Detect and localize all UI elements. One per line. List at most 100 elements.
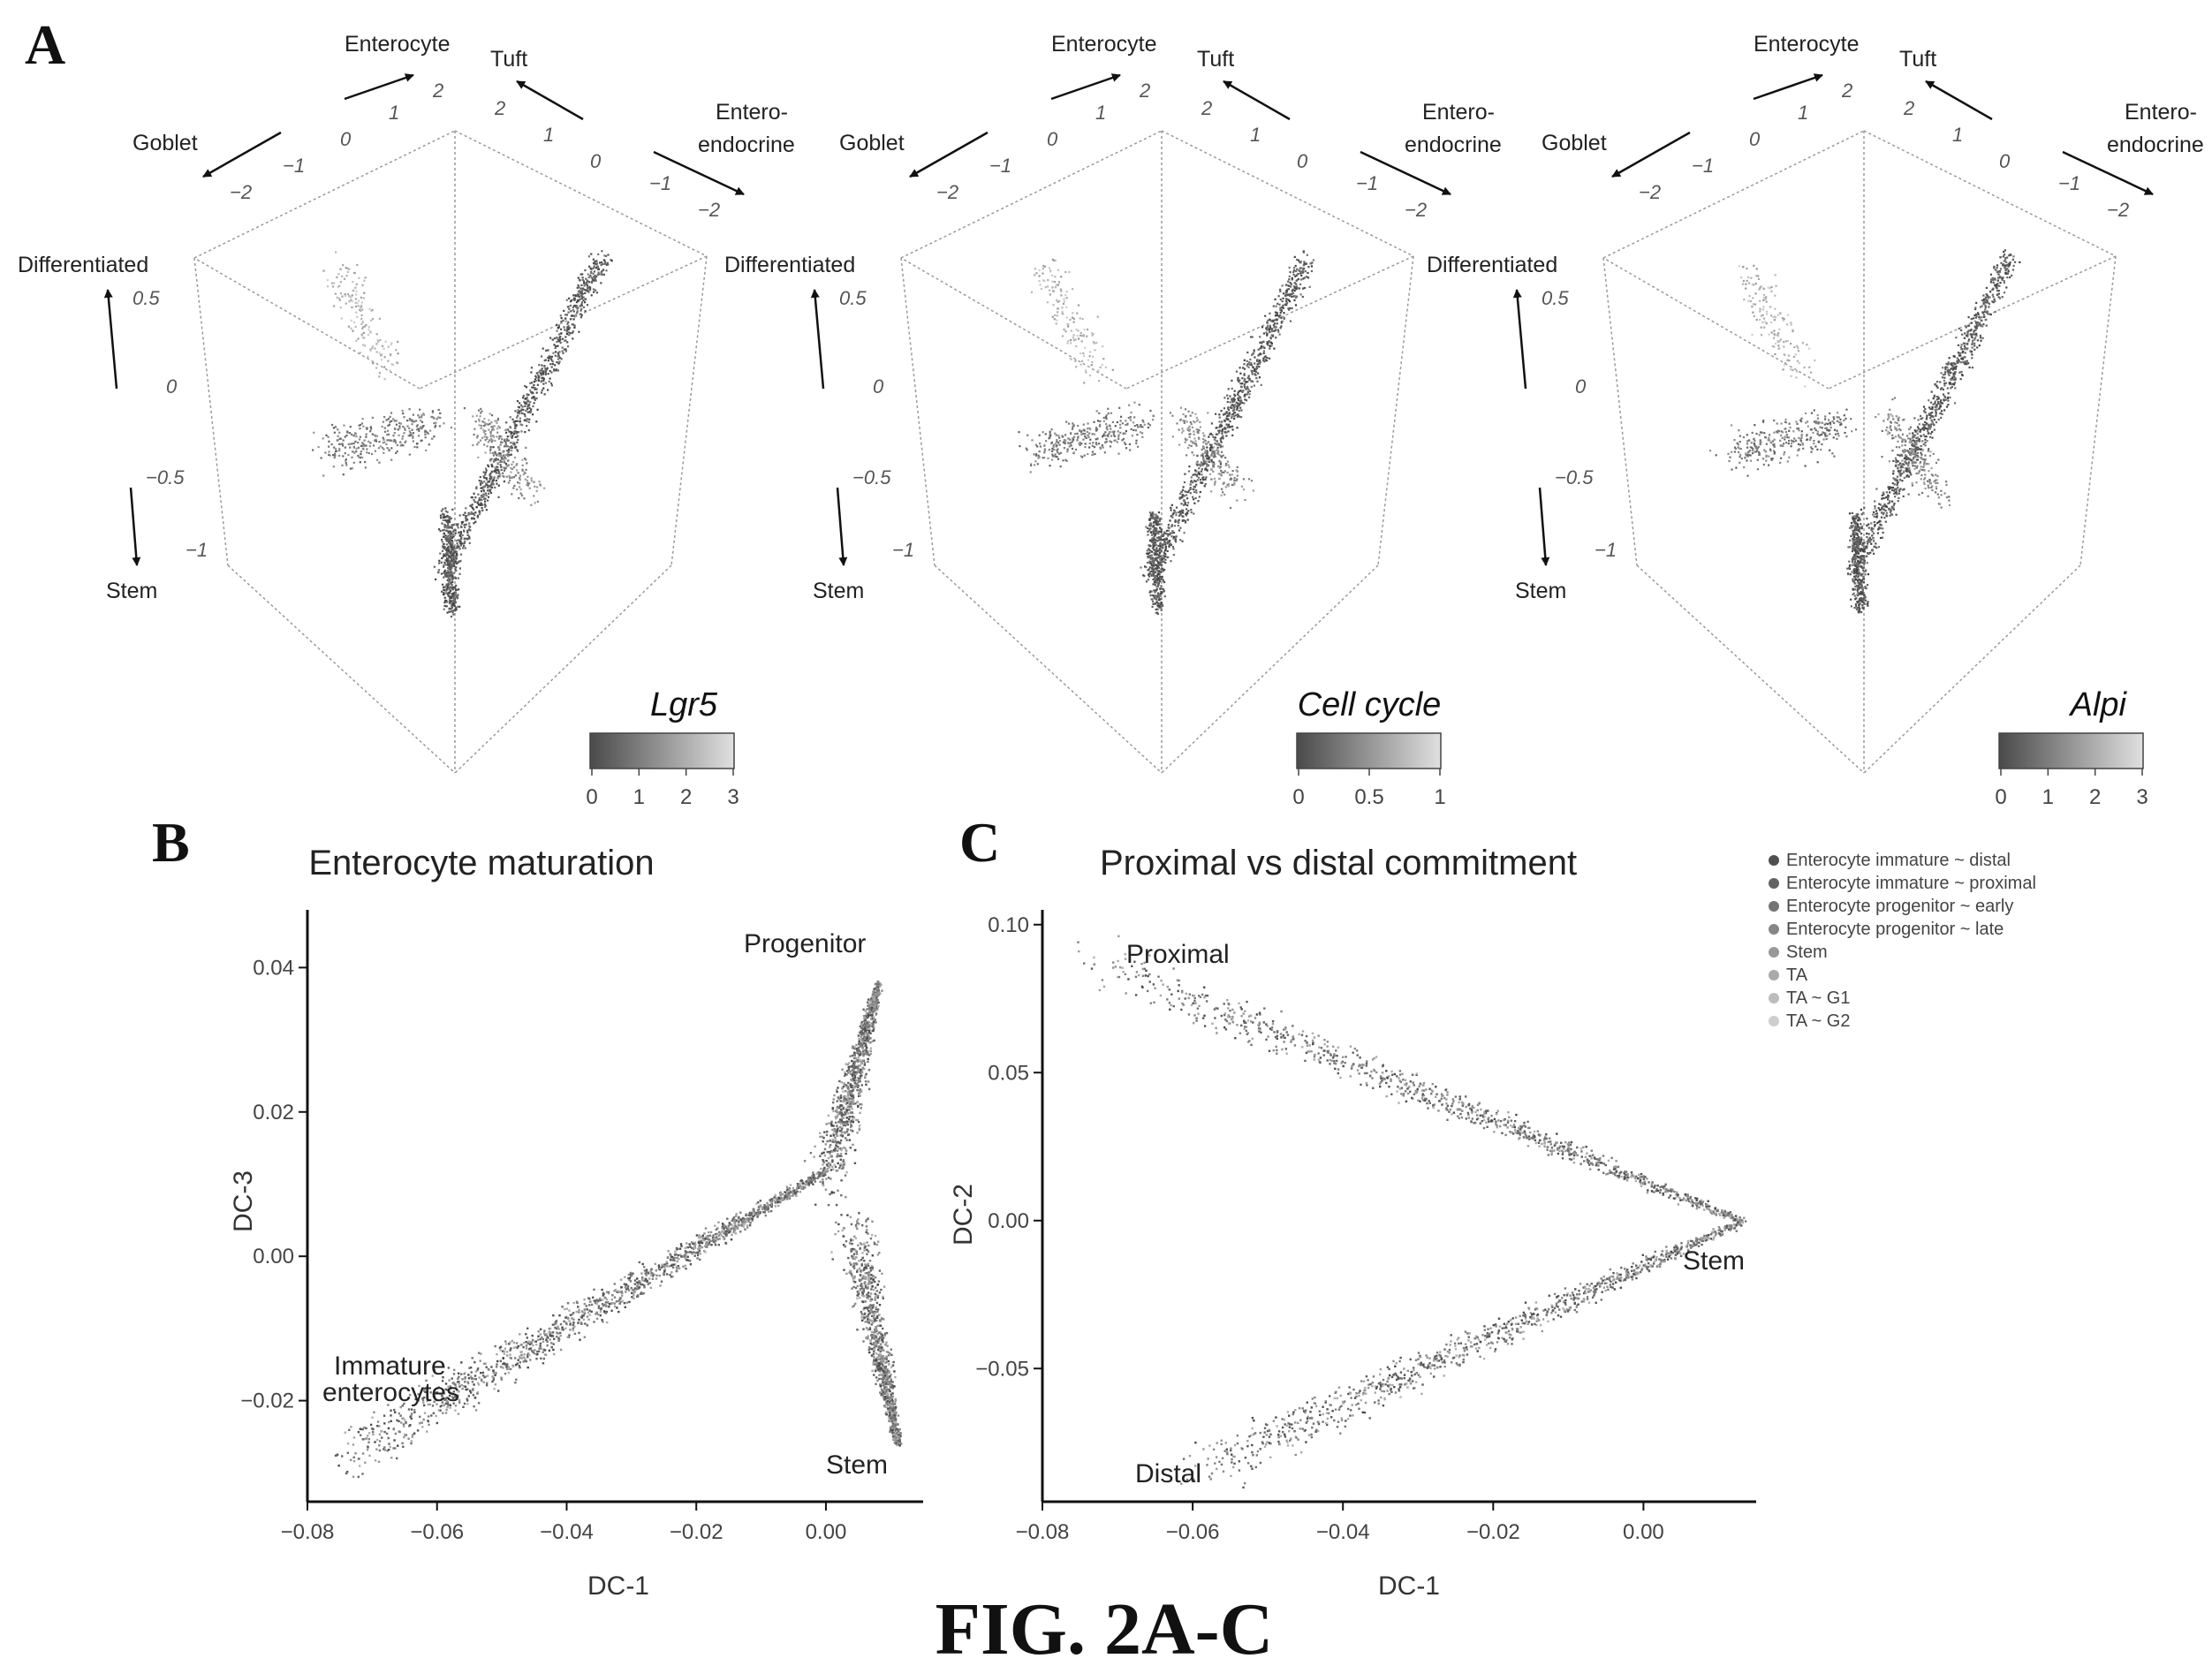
cube-point xyxy=(1946,387,1949,390)
cube-point xyxy=(1890,510,1892,512)
cube-point xyxy=(1186,497,1189,500)
cube-point xyxy=(489,448,492,451)
cube-point xyxy=(589,272,593,275)
cube-point xyxy=(1922,428,1926,431)
cube-point xyxy=(1214,450,1216,452)
cube-point xyxy=(1239,397,1242,399)
cube-point xyxy=(1978,323,1981,326)
cube-edge xyxy=(670,255,708,566)
cube-point xyxy=(450,526,452,529)
cube-point xyxy=(1246,391,1249,394)
cube-point xyxy=(1217,465,1220,467)
cube-point xyxy=(352,329,354,332)
cube-point xyxy=(2003,251,2005,254)
cube-point xyxy=(525,409,527,412)
cube-point xyxy=(1232,413,1235,415)
cube-point xyxy=(530,382,534,384)
cube-point xyxy=(1110,412,1112,414)
cube-point xyxy=(1946,397,1949,399)
cube-point xyxy=(1259,336,1261,338)
cube-point xyxy=(334,448,337,451)
dir-stem: Stem xyxy=(813,579,864,603)
cube-point xyxy=(560,332,563,335)
cube-point xyxy=(1178,529,1181,532)
cube-point xyxy=(1297,277,1299,281)
cube-point xyxy=(1227,419,1230,421)
cube-point xyxy=(1965,361,1967,365)
cube-point xyxy=(362,444,365,447)
cube-point xyxy=(1913,435,1915,438)
cube-point xyxy=(482,486,485,488)
cube-point xyxy=(1158,548,1161,550)
cube-point xyxy=(1903,476,1905,479)
cube-point xyxy=(1898,471,1901,473)
cube-point xyxy=(1107,435,1110,438)
cube-point xyxy=(2004,259,2007,261)
cube-point xyxy=(1201,432,1205,435)
cube-point xyxy=(1056,439,1058,442)
cube-point xyxy=(1067,325,1070,328)
cube-point xyxy=(417,428,420,431)
cube-point xyxy=(1086,335,1088,337)
cube-point xyxy=(513,484,516,487)
cube-point xyxy=(1150,567,1154,570)
cube-point xyxy=(369,442,372,444)
cube-point xyxy=(1857,552,1860,555)
cube-point xyxy=(1213,438,1216,441)
cube-point xyxy=(557,353,560,356)
cube-point xyxy=(355,447,358,450)
cube-point xyxy=(523,471,526,473)
cube-point xyxy=(1266,341,1269,344)
cube-point xyxy=(1263,346,1266,349)
cube-point xyxy=(460,522,464,525)
cube-point xyxy=(1917,448,1920,451)
cube-point xyxy=(1148,561,1151,564)
cube-point xyxy=(1153,580,1155,583)
cube-point xyxy=(1950,363,1952,366)
cube-point xyxy=(329,454,331,457)
cube-point xyxy=(1109,430,1111,434)
cube-point xyxy=(498,449,501,451)
cube-point xyxy=(1279,307,1282,309)
cube-edge xyxy=(934,564,1163,774)
cube-point xyxy=(580,292,583,295)
cube-point xyxy=(1098,412,1101,414)
cube-point xyxy=(1868,536,1871,539)
cube-point xyxy=(578,296,580,299)
cube-point xyxy=(1140,426,1143,428)
cube-point xyxy=(1210,478,1213,481)
cube-point xyxy=(1151,565,1154,568)
cube-point xyxy=(444,507,447,510)
cube-point xyxy=(1058,436,1061,439)
cube-point xyxy=(1936,384,1938,387)
cube-point xyxy=(1211,434,1214,436)
cube-point xyxy=(561,350,564,352)
cube-point xyxy=(577,291,580,293)
cube-point xyxy=(1166,542,1170,545)
cube-point xyxy=(455,554,458,557)
cube-point xyxy=(348,299,351,302)
cube-point xyxy=(456,540,458,542)
cube-point xyxy=(1282,304,1284,307)
cube-point xyxy=(593,276,595,278)
cube-point xyxy=(333,431,336,434)
cube-point xyxy=(455,584,458,587)
cube-point xyxy=(1107,407,1110,410)
cube-point xyxy=(356,315,359,318)
cube-point xyxy=(320,457,322,459)
cube-point xyxy=(351,306,353,308)
cube-point xyxy=(1296,258,1299,261)
cube-point xyxy=(537,371,540,374)
cube-point xyxy=(1982,299,1985,302)
cube-point xyxy=(1944,382,1948,384)
cube-point xyxy=(1138,426,1140,428)
cube-point xyxy=(398,434,400,436)
cube-point xyxy=(338,454,341,457)
cube-point xyxy=(1193,469,1197,472)
cube-point xyxy=(445,592,448,594)
cube-point xyxy=(1160,605,1163,608)
cube-point xyxy=(1282,307,1284,309)
cube-point xyxy=(1938,406,1942,409)
cube-point xyxy=(444,534,447,537)
cube-point xyxy=(489,451,492,454)
